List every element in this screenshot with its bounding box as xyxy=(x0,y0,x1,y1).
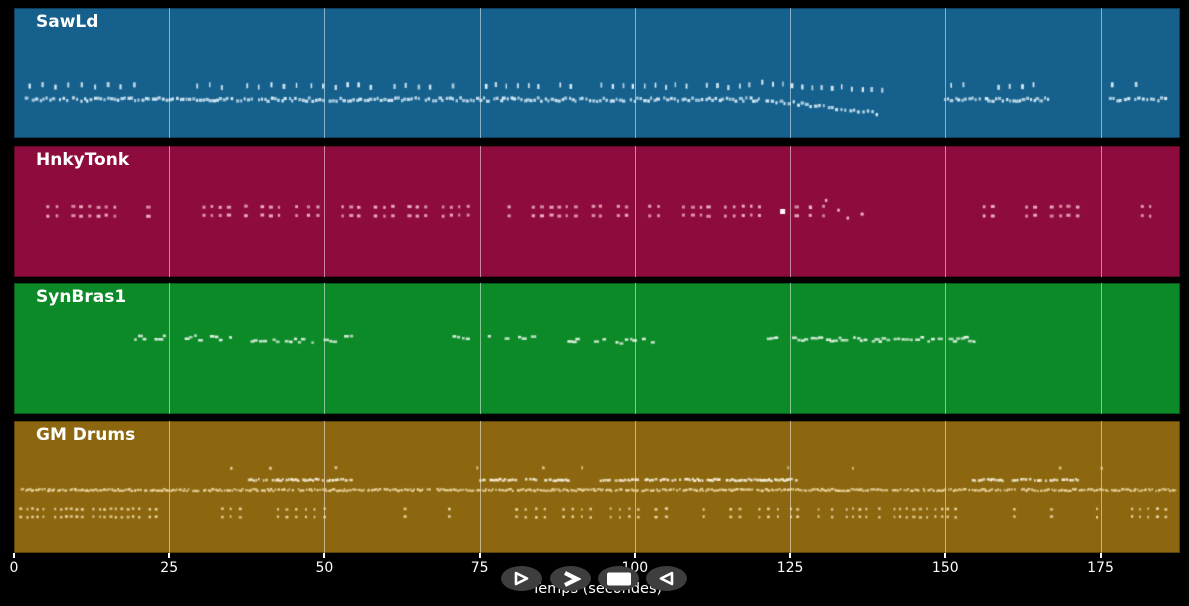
track-notes-plot xyxy=(14,421,1180,553)
track-label: SawLd xyxy=(36,12,99,32)
axis-tick xyxy=(944,553,947,558)
axis-tick xyxy=(1099,553,1102,558)
stop-icon xyxy=(606,572,632,586)
rewind-outline-icon xyxy=(658,571,675,586)
axis-tick-label: 175 xyxy=(1087,560,1114,576)
track-gm-drums: GM Drums xyxy=(14,421,1180,553)
track-label: SynBras1 xyxy=(36,287,127,307)
track-hnkytonk: HnkyTonk xyxy=(14,146,1180,277)
track-notes-plot xyxy=(14,8,1180,138)
play-outline-icon xyxy=(513,571,530,586)
track-synbras1: SynBras1 xyxy=(14,283,1180,414)
axis-tick-label: 50 xyxy=(315,560,334,576)
axis-tick xyxy=(478,553,481,558)
axis-tick-label: 0 xyxy=(9,560,19,576)
axis-tick-label: 25 xyxy=(160,560,179,576)
track-label: HnkyTonk xyxy=(36,150,130,170)
track-notes-plot xyxy=(14,146,1180,277)
track-sawld: SawLd xyxy=(14,8,1180,138)
axis-tick xyxy=(13,553,15,558)
axis-tick xyxy=(789,553,792,558)
rewind-button[interactable] xyxy=(646,566,687,591)
track-notes-plot xyxy=(14,283,1180,414)
track-label: GM Drums xyxy=(36,425,136,445)
axis-tick xyxy=(168,553,171,558)
play-button[interactable] xyxy=(501,566,542,591)
axis-tick-label: 150 xyxy=(931,560,959,576)
fast-forward-button[interactable] xyxy=(550,566,591,591)
axis-tick-label: 125 xyxy=(776,560,804,576)
stop-button[interactable] xyxy=(598,566,639,591)
axis-tick xyxy=(323,553,326,558)
fast-forward-icon xyxy=(561,570,581,587)
axis-tick-label: 75 xyxy=(470,560,489,576)
axis-tick xyxy=(633,553,636,558)
